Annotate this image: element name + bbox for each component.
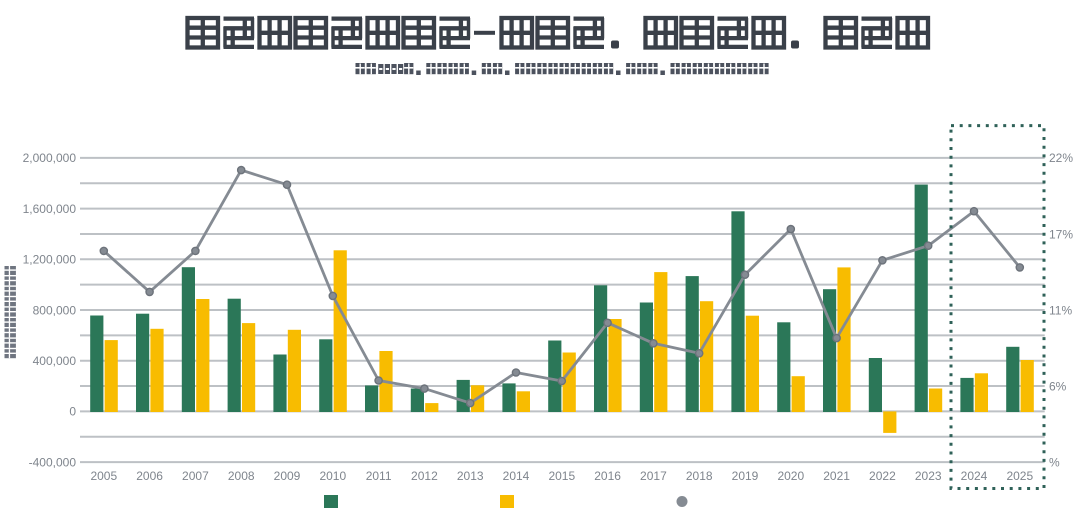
svg-text:1,600,000: 1,600,000	[23, 202, 77, 216]
svg-text:2015: 2015	[548, 469, 575, 483]
svg-text:800,000: 800,000	[33, 303, 77, 317]
svg-text:2025: 2025	[1006, 469, 1033, 483]
svg-text:2017: 2017	[640, 469, 667, 483]
svg-text:400,000: 400,000	[33, 354, 77, 368]
svg-text:%: %	[1049, 455, 1060, 469]
svg-text:2007: 2007	[182, 469, 209, 483]
svg-text:2016: 2016	[594, 469, 621, 483]
svg-text:2024: 2024	[961, 469, 988, 483]
svg-text:2011: 2011	[366, 469, 392, 483]
svg-text:2021: 2021	[823, 469, 850, 483]
svg-text:2005: 2005	[90, 469, 117, 483]
svg-text:2018: 2018	[686, 469, 713, 483]
svg-text:2009: 2009	[274, 469, 301, 483]
svg-text:0: 0	[69, 405, 76, 419]
svg-text:2,000,000: 2,000,000	[23, 151, 77, 165]
svg-text:2010: 2010	[319, 469, 346, 483]
svg-text:2022: 2022	[869, 469, 896, 483]
svg-text:17%: 17%	[1049, 227, 1073, 241]
svg-text:2023: 2023	[915, 469, 942, 483]
svg-text:2020: 2020	[777, 469, 804, 483]
svg-text:2012: 2012	[411, 469, 438, 483]
svg-text:11%: 11%	[1049, 303, 1072, 317]
svg-text:1,200,000: 1,200,000	[23, 253, 77, 267]
svg-text:-400,000: -400,000	[29, 455, 77, 469]
svg-text:22%: 22%	[1049, 151, 1073, 165]
svg-text:2014: 2014	[503, 469, 530, 483]
svg-text:6%: 6%	[1049, 379, 1067, 393]
svg-text:2006: 2006	[136, 469, 163, 483]
svg-text:2008: 2008	[228, 469, 255, 483]
svg-text:2013: 2013	[457, 469, 484, 483]
svg-text:2019: 2019	[732, 469, 759, 483]
